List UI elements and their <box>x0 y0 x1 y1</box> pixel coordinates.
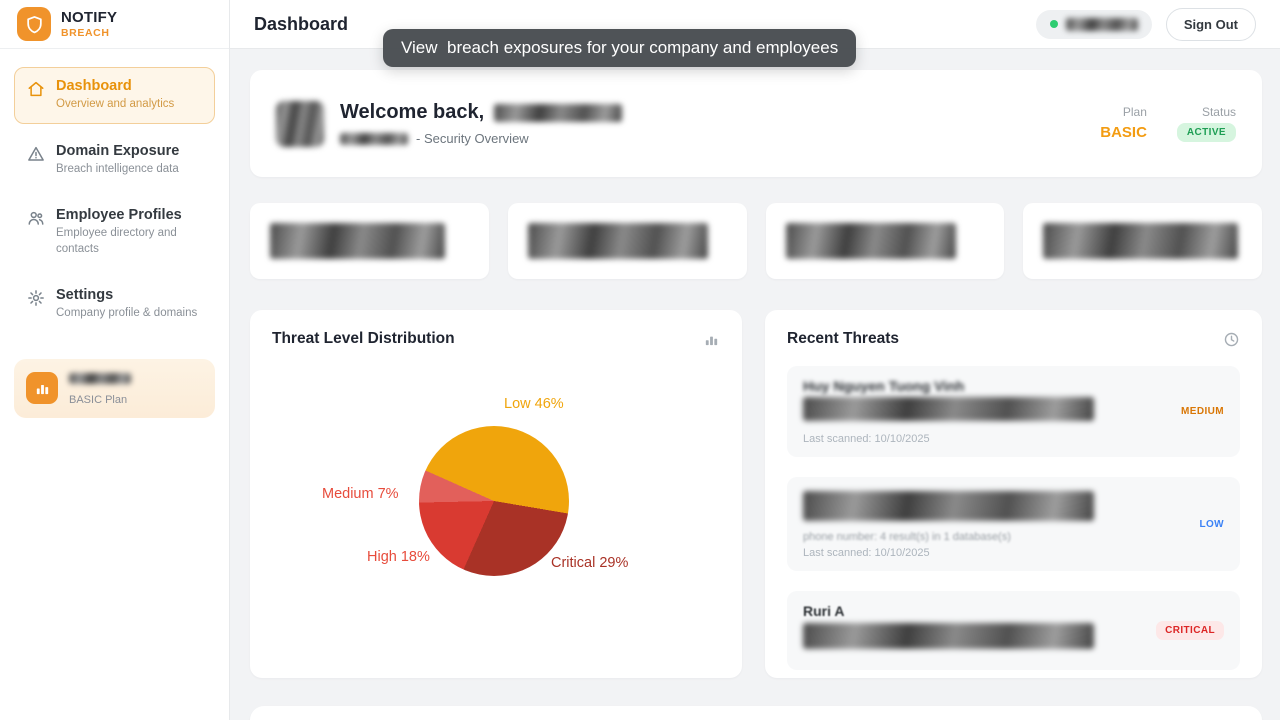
online-status-dot <box>1049 20 1058 28</box>
bar-chart-icon <box>26 372 58 405</box>
sidebar-item-employee-profiles[interactable]: Employee Profiles Employee directory and… <box>14 196 215 268</box>
avatar <box>276 100 324 147</box>
sidebar-item-desc: Employee directory and contacts <box>56 227 177 255</box>
plan-value: BASIC <box>1100 124 1147 141</box>
sidebar-item-domain-exposure[interactable]: Domain Exposure Breach intelligence data <box>14 132 215 189</box>
pie-label: High 18% <box>367 549 430 565</box>
recent-threats-panel: Recent Threats Huy Nguyen Tuong Vinh Las… <box>765 310 1262 678</box>
pie-label: Critical 29% <box>551 555 629 571</box>
sidebar-plan-card[interactable]: BASIC Plan <box>14 358 215 418</box>
welcome-card: Welcome back, - Security Overview Plan B… <box>250 70 1262 177</box>
home-icon <box>27 80 45 98</box>
stat-card <box>1023 203 1262 279</box>
threat-last-scanned: Last scanned: 10/10/2025 <box>803 433 930 445</box>
users-icon <box>27 209 45 227</box>
sidebar-item-label: Dashboard <box>56 78 132 94</box>
shield-icon <box>17 7 51 41</box>
bar-chart-mini-icon <box>703 331 720 348</box>
threat-name: Ruri A <box>803 603 845 619</box>
sidebar-item-desc: Overview and analytics <box>56 98 175 110</box>
sidebar-item-desc: Breach intelligence data <box>56 162 179 175</box>
brand: NOTIFY BREACH <box>0 0 229 49</box>
brand-tagline: BREACH <box>61 27 110 39</box>
threat-list-item[interactable]: phone number: 4 result(s) in 1 database(… <box>787 477 1240 571</box>
recent-threats-title: Recent Threats <box>787 330 899 347</box>
sidebar-item-label: Employee Profiles <box>56 207 182 224</box>
sidebar-item-label: Domain Exposure <box>56 142 180 159</box>
sidebar-item-label: Settings <box>56 287 114 304</box>
threat-distribution-panel: Threat Level Distribution Low 46% Medium… <box>250 310 742 678</box>
sidebar-item-dashboard[interactable]: Dashboard Overview and analytics <box>14 67 215 124</box>
sidebar: NOTIFY BREACH Dashboard Overview and ana… <box>0 0 230 720</box>
pie-label: Medium 7% <box>322 486 399 502</box>
stats-row <box>250 203 1262 279</box>
sidebar-nav: Dashboard Overview and analytics Domain … <box>0 67 229 333</box>
pie-label: Low 46% <box>504 396 564 412</box>
redacted-company-name <box>340 132 408 145</box>
threat-pie <box>419 426 569 576</box>
main-content: Welcome back, - Security Overview Plan B… <box>230 49 1280 720</box>
stat-card <box>765 203 1005 279</box>
redacted-threat-detail <box>803 623 1094 649</box>
severity-badge: MEDIUM <box>1181 406 1224 417</box>
threat-list-item[interactable]: Huy Nguyen Tuong Vinh Last scanned: 10/1… <box>787 366 1240 457</box>
threat-last-scanned: Last scanned: 10/10/2025 <box>803 547 930 559</box>
clock-icon <box>1223 331 1240 348</box>
page-tooltip: View breach exposures for your company a… <box>383 29 857 67</box>
redacted-stat <box>785 223 956 259</box>
status-badge: ACTIVE <box>1176 123 1236 142</box>
redacted-user-name <box>494 103 623 122</box>
redacted-username <box>1065 17 1138 31</box>
threat-name: Huy Nguyen Tuong Vinh <box>803 378 965 394</box>
sign-out-button[interactable]: Sign Out <box>1165 7 1256 41</box>
sidebar-item-settings[interactable]: Settings Company profile & domains <box>14 276 215 333</box>
redacted-threat-detail <box>803 491 1094 521</box>
redacted-stat <box>527 223 708 259</box>
severity-badge: LOW <box>1199 518 1224 530</box>
redacted-stat <box>270 223 445 259</box>
page-title: Dashboard <box>254 13 349 34</box>
status-label: Status <box>1201 105 1236 119</box>
redacted-threat-detail <box>803 397 1094 421</box>
brand-name: NOTIFY <box>61 9 118 26</box>
welcome-subtitle: - Security Overview <box>416 131 529 146</box>
threat-list-item[interactable]: Ruri A CRITICAL <box>787 591 1240 670</box>
stat-card <box>250 203 489 279</box>
redacted-plan-user <box>69 372 131 384</box>
severity-badge: CRITICAL <box>1156 621 1224 640</box>
stat-card <box>507 203 747 279</box>
gear-icon <box>27 289 45 307</box>
plan-card-label: BASIC Plan <box>69 393 128 406</box>
threat-detail: phone number: 4 result(s) in 1 database(… <box>803 531 1011 543</box>
redacted-stat <box>1043 223 1239 259</box>
user-chip[interactable] <box>1035 9 1152 39</box>
threat-distribution-title: Threat Level Distribution <box>272 330 455 347</box>
sidebar-item-desc: Company profile & domains <box>56 307 198 320</box>
plan-label: Plan <box>1122 105 1147 119</box>
welcome-greeting: Welcome back, <box>340 101 485 123</box>
next-panel-partial <box>250 706 1262 720</box>
warning-triangle-icon <box>27 145 45 163</box>
